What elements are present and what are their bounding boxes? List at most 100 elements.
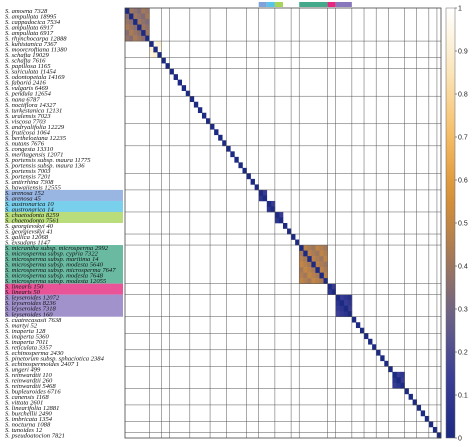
block-cell	[129, 30, 134, 36]
diagonal-cell	[291, 234, 296, 240]
colorbar-tick-label: 0.2	[458, 349, 468, 356]
taxon-label: S. nutans 7676	[5, 140, 45, 147]
diagonal-cell	[432, 426, 438, 433]
block-cell	[307, 250, 312, 257]
block-cell	[400, 371, 405, 378]
block-cell	[311, 267, 316, 273]
diagonal-cell	[137, 24, 142, 31]
block-cell	[299, 272, 304, 279]
block-cell	[133, 8, 138, 14]
diagonal-cell	[157, 52, 162, 58]
block-cell	[258, 195, 264, 202]
diagonal-cell	[177, 79, 183, 86]
taxon-label: S. linearifolia 12881	[5, 405, 59, 412]
block-cell	[392, 382, 397, 389]
block-cell	[303, 272, 308, 279]
taxon-label: S. suriculata 11454	[5, 69, 57, 76]
block-cell	[396, 382, 401, 389]
taxon-label: S. austronarica 10	[5, 201, 54, 208]
diagonal-cell	[347, 311, 353, 318]
block-cell	[311, 272, 316, 279]
block-cell	[133, 35, 138, 42]
diagonal-cell	[424, 415, 430, 422]
block-cell	[299, 250, 304, 257]
block-cell	[303, 256, 308, 262]
matrix-grid	[125, 8, 441, 438]
diagonal-cell	[153, 46, 158, 53]
diagonal-cell	[234, 156, 239, 163]
diagonal-cell	[242, 167, 247, 174]
diagonal-cell	[368, 338, 373, 345]
taxon-label: S. fruticosa 1064	[5, 129, 51, 136]
block-cell	[339, 305, 345, 312]
taxon-label: S. tunoides 12	[5, 427, 43, 434]
block-cell	[343, 311, 349, 318]
taxon-label: S. leyseroides 160	[5, 311, 53, 318]
diagonal-cell	[355, 322, 361, 329]
taxon-label: S. martyi 52	[5, 322, 38, 329]
taxon-label: S. chaetodonta 7561	[5, 218, 59, 225]
taxon-label: S. andryalifolia 12229	[5, 124, 65, 131]
block-cell	[299, 256, 304, 262]
taxon-label: S. fabaria 2416	[5, 80, 47, 87]
taxon-label: S. portensis 7201	[5, 173, 51, 180]
colorbar-tick-label: 0.1	[458, 392, 468, 399]
block-cell	[315, 261, 320, 268]
block-cell	[141, 8, 146, 14]
top-cluster-segment-4	[327, 2, 336, 7]
block-cell	[307, 267, 312, 273]
taxon-label: S. vulgaris 6469	[5, 85, 49, 92]
block-cell	[157, 41, 162, 47]
taxon-label: S. bertheloziana 12235	[5, 135, 67, 142]
diagonal-cell	[222, 140, 227, 147]
block-cell	[319, 261, 324, 268]
diagonal-cell	[278, 217, 284, 224]
block-cell	[323, 245, 328, 251]
colorbar-tick-label: 0.7	[458, 134, 468, 141]
diagonal-cell	[404, 388, 409, 395]
taxon-label: S. micrantha subsp. microsperma 2992	[5, 245, 109, 252]
taxon-label: S. congesta 13310	[5, 146, 54, 153]
diagonal-cell	[254, 184, 259, 191]
diagonal-cell	[197, 107, 203, 114]
taxon-label: S. microsperma subsp. cypria 7322	[5, 251, 98, 258]
colorbar-tick-label: 0.5	[458, 220, 468, 227]
block-cell	[335, 305, 341, 312]
top-cluster-segment-3	[299, 2, 328, 7]
taxon-label: S. linearis 150	[5, 284, 44, 291]
taxon-label: S. portensis subsp. maura 11775	[5, 157, 91, 164]
diagonal-cell	[331, 289, 336, 295]
diagonal-cell	[165, 63, 170, 69]
diagonal-cell	[311, 261, 316, 268]
taxon-label: S. burchellii 2490	[5, 410, 53, 417]
taxon-label: S. reinwardtii 110	[5, 372, 53, 379]
taxon-label: S. austronarica 14	[5, 207, 54, 214]
taxon-label: S. pendula 12654	[5, 91, 52, 98]
taxon-label: S. schafta 19029	[5, 52, 49, 59]
taxon-label: S. hawaiiensis 12555	[5, 184, 62, 191]
diagonal-cell	[420, 410, 426, 417]
diagonal-cell	[258, 189, 264, 196]
taxon-label: S. inaperta 128	[5, 328, 46, 335]
diagonal-cell	[201, 112, 207, 119]
taxon-label: S. inaperta 7011	[5, 339, 48, 346]
block-cell	[347, 305, 353, 312]
block-cell	[153, 41, 158, 47]
diagonal-cell	[262, 195, 268, 202]
taxon-label: S. nana 6787	[5, 96, 40, 103]
taxon-label: S. portensis 7003	[5, 168, 51, 175]
block-cell	[299, 267, 304, 273]
block-cell	[303, 278, 308, 284]
taxon-label: S. leyseroides 12072	[5, 295, 60, 302]
block-cell	[311, 278, 316, 284]
diagonal-cell	[181, 85, 187, 91]
top-cluster-segment-1	[266, 2, 275, 7]
diagonal-cell	[145, 35, 150, 42]
diagonal-cell	[173, 74, 178, 80]
block-cell	[133, 30, 138, 36]
diagonal-cell	[400, 382, 405, 389]
taxon-label: S. portensis subsp. maura 136	[5, 162, 85, 169]
taxon-label: S. chaetodonta 8259	[5, 212, 60, 219]
block-cell	[323, 256, 328, 262]
